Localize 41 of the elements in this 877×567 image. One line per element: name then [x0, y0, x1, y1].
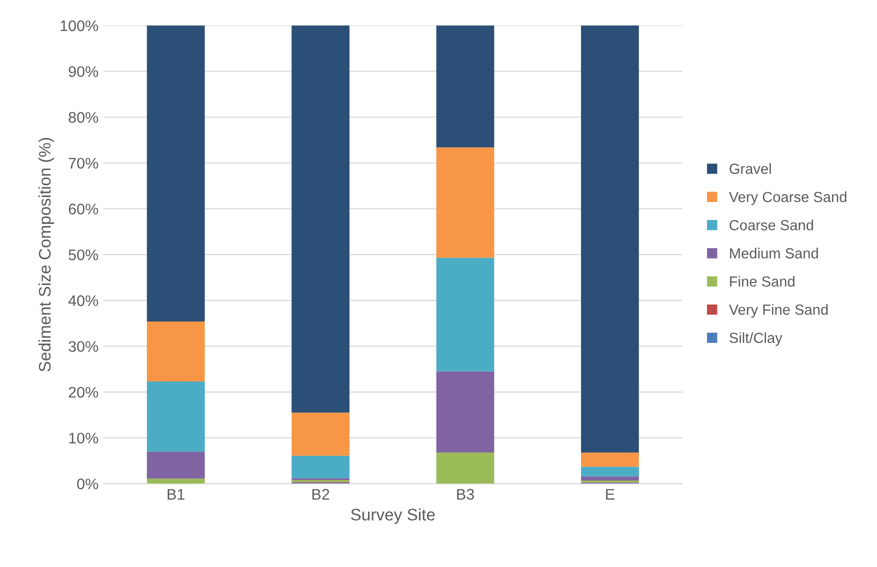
- y-tick-label: 20%: [68, 386, 98, 398]
- bar: [581, 476, 639, 480]
- x-axis-title: Survey Site: [351, 508, 435, 524]
- legend-label: Fine Sand: [730, 276, 794, 287]
- y-tick-label: 80%: [68, 112, 98, 123]
- bar: [436, 147, 494, 258]
- bar: [436, 26, 494, 148]
- legend-label: Medium Sand: [730, 248, 818, 258]
- bar: [146, 321, 205, 382]
- y-axis-title: Sediment Size Composition (%): [38, 138, 54, 372]
- y-tick-label: 90%: [68, 66, 98, 78]
- legend-label: Gravel: [730, 163, 771, 174]
- y-tick-label: 40%: [68, 295, 98, 306]
- bar: [436, 258, 494, 372]
- y-tick-label: 50%: [68, 249, 98, 260]
- y-tick-label: 100%: [60, 20, 98, 32]
- x-tick-label: E: [606, 489, 614, 500]
- bar: [146, 452, 205, 479]
- bar: [146, 26, 205, 322]
- legend-label: Coarse Sand: [730, 220, 814, 230]
- y-tick-label: 0%: [77, 478, 98, 490]
- bar: [292, 26, 350, 413]
- bar: [436, 452, 494, 484]
- x-tick-label: B1: [168, 489, 184, 500]
- bar: [292, 456, 350, 478]
- bar: [146, 381, 205, 452]
- x-tick-label: B2: [312, 488, 330, 500]
- y-tick-label: 30%: [68, 341, 98, 352]
- y-tick-label: 70%: [68, 158, 98, 169]
- y-tick-label: 10%: [69, 432, 98, 444]
- bar: [436, 371, 494, 452]
- legend-label: Silt/Clay: [730, 332, 782, 346]
- bar: [292, 412, 350, 456]
- bar: [581, 26, 639, 452]
- legend-label: Very Coarse Sand: [728, 191, 846, 206]
- bar: [146, 478, 205, 484]
- y-tick-label: 60%: [68, 204, 98, 214]
- bar: [581, 452, 639, 467]
- bar: [581, 466, 639, 476]
- x-tick-label: B3: [457, 488, 474, 500]
- legend-label: Very Fine Sand: [728, 304, 828, 318]
